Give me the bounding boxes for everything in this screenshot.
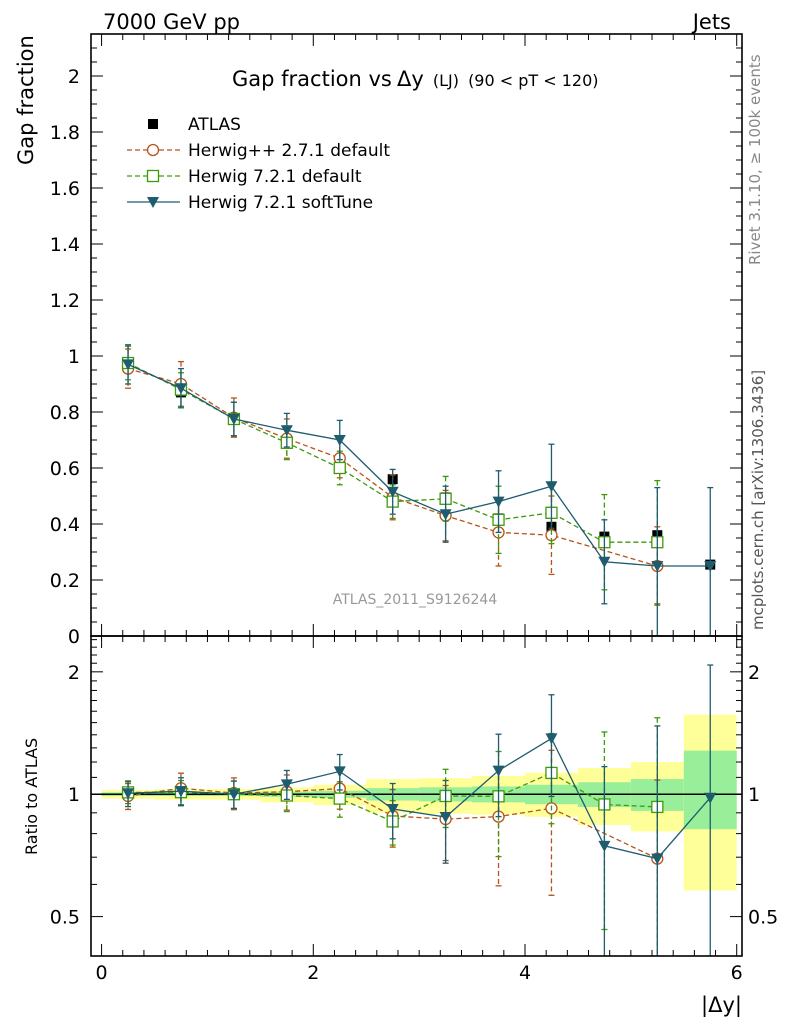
- rivet-label: Rivet 3.1.10, ≥ 100k events: [746, 54, 764, 265]
- plot-frames: 0 0.2 0.4 0.6 0.8 1 1.2 1.4 1.6 1.8 2 0 2 4 6 0.5 0.5 1 1 2…: [50, 33, 778, 984]
- main-series-2-marker-0: [122, 359, 135, 371]
- ratio-series-2-marker-5: [386, 804, 399, 816]
- main-series-2-line: [127, 363, 711, 567]
- main-series-2-marker-11: [704, 561, 717, 572]
- ratio-series-1-marker-4: [333, 792, 346, 805]
- main-ytick-label-8: 1.6: [50, 178, 80, 200]
- main-series-group: [121, 344, 717, 637]
- main-ytick-label-0: 0: [68, 626, 80, 648]
- ratio-ytick-label-right-1: 1: [748, 784, 760, 806]
- main-series-2-marker-2: [227, 414, 240, 425]
- main-series-1-marker-4: [333, 461, 346, 475]
- ratio-uncertainty-bands: [101, 714, 737, 891]
- analysis-tag: ATLAS_2011_S9126244: [333, 592, 498, 608]
- chart-title: Gap fraction vs Δy (LJ) (90 < pT < 120): [232, 67, 599, 91]
- ratio-ytick-label-right-2: 2: [748, 662, 760, 684]
- ratio-series-2-marker-10: [651, 853, 664, 865]
- main-ytick-label-5: 1: [68, 346, 80, 368]
- main-series-2-marker-6: [439, 509, 452, 521]
- energy-label: 7000 GeV pp: [103, 10, 240, 34]
- xtick-label-0: 0: [96, 962, 108, 984]
- main-ytick-label-6: 1.2: [50, 290, 80, 312]
- main-series-2-marker-4: [333, 435, 346, 446]
- ratio-series-2-marker-3: [280, 779, 293, 791]
- xtick-label-3: 6: [731, 962, 743, 984]
- legend-label-atlas: ATLAS: [188, 115, 241, 135]
- main-series-2-marker-1: [174, 383, 187, 395]
- legend-marker-1: [146, 169, 160, 183]
- ratio-series-group: [121, 664, 717, 956]
- title-main: Gap fraction vs: [232, 67, 392, 91]
- ratio-series-2-marker-8: [545, 733, 558, 745]
- main-series-2-marker-7: [492, 496, 505, 508]
- y-axis-label: Gap fraction: [14, 35, 38, 165]
- main-ytick-label-4: 0.8: [50, 402, 80, 424]
- xtick-label-1: 2: [307, 962, 319, 984]
- main-series-0-line: [127, 367, 658, 567]
- process-label: Jets: [691, 10, 731, 34]
- title-cut: (90 < pT < 120): [468, 71, 598, 90]
- legend-label-0: Herwig++ 2.7.1 default: [188, 141, 390, 161]
- legend-marker-0: [146, 143, 160, 157]
- main-series-2-marker-9: [598, 556, 611, 568]
- ratio-ytick-label-left-1: 1: [68, 784, 80, 806]
- ratio-series-2-marker-9: [598, 840, 611, 852]
- main-ytick-label-7: 1.4: [50, 234, 80, 256]
- legend-marker-2: [147, 197, 159, 208]
- ratio-series-2-marker-2: [227, 789, 240, 801]
- ratio-ytick-label-right-0: 0.5: [748, 907, 778, 929]
- main-ytick-label-9: 1.8: [50, 122, 80, 144]
- title-subscript: (LJ): [433, 71, 459, 90]
- main-series-2-marker-10: [651, 561, 664, 572]
- legend-label-2: Herwig 7.2.1 softTune: [188, 193, 373, 213]
- legend-marker-atlas: [148, 119, 158, 129]
- ratio-series-2-marker-6: [439, 812, 452, 824]
- ratio-ytick-label-left-0: 0.5: [50, 907, 80, 929]
- ratio-series-2-marker-0: [122, 788, 135, 800]
- main-series-2-marker-5: [386, 486, 399, 498]
- main-series-2-marker-8: [545, 481, 558, 493]
- title-variable: Δy: [397, 67, 424, 91]
- ratio-frame: [90, 635, 743, 957]
- ratio-series-2-marker-7: [492, 765, 505, 777]
- main-series-2-marker-3: [280, 425, 293, 437]
- ratio-series-2-marker-11: [704, 792, 717, 804]
- ratio-series-0-line: [127, 787, 658, 860]
- xtick-label-2: 4: [519, 962, 531, 984]
- ratio-series-2-marker-4: [333, 766, 346, 778]
- main-ytick-label-2: 0.4: [50, 514, 80, 536]
- mcplots-label: mcplots.cern.ch [arXiv:1306.3436]: [749, 370, 767, 630]
- ratio-series-2-marker-1: [174, 786, 187, 798]
- ratio-ytick-label-left-2: 2: [68, 662, 80, 684]
- main-ytick-label-3: 0.6: [50, 458, 80, 480]
- main-ytick-label-1: 0.2: [50, 570, 80, 592]
- legend: ATLAS Herwig++ 2.7.1 default Herwig 7.2.1 …: [127, 115, 390, 213]
- ratio-series-2-line: [127, 737, 711, 860]
- legend-label-1: Herwig 7.2.1 default: [188, 167, 362, 187]
- main-ytick-label-10: 2: [68, 66, 80, 88]
- ratio-axis-label: Ratio to ATLAS: [22, 738, 41, 855]
- x-axis-label: |Δy|: [701, 993, 742, 1018]
